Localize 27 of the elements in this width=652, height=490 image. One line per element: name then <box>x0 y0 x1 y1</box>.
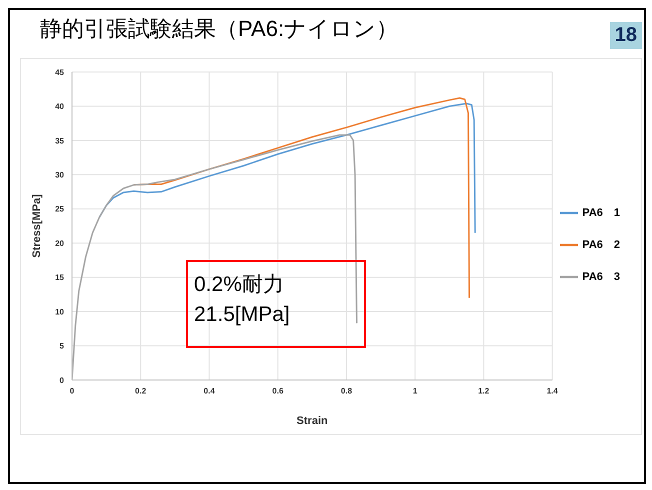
y-axis-title: Stress[MPa] <box>30 194 43 258</box>
x-tick-label: 0.4 <box>204 386 216 396</box>
y-tick-label: 25 <box>55 204 65 214</box>
x-tick-label: 0.8 <box>340 386 353 396</box>
y-tick-label: 15 <box>55 273 65 282</box>
x-tick-label: 1.4 <box>546 386 558 396</box>
text: 18 <box>610 22 642 49</box>
legend-label: PA6 2 <box>582 239 620 251</box>
line-series <box>72 134 358 380</box>
legend-label: PA6 3 <box>582 271 620 283</box>
legend-label: PA6 1 <box>582 207 620 219</box>
x-tick-label: 0.6 <box>272 386 284 396</box>
y-tick-label: 30 <box>55 170 65 180</box>
y-tick-label: 40 <box>55 102 65 112</box>
y-tick-label: 45 <box>55 68 65 77</box>
annotation: 0.2%耐力 21.5[MPa] <box>194 272 291 328</box>
x-tick-label: 1.2 <box>478 386 490 396</box>
x-tick-label: 0 <box>70 386 75 396</box>
y-tick-label: 0 <box>60 376 65 385</box>
y-tick-label: 10 <box>55 307 65 316</box>
y-tick-label: 5 <box>60 342 65 351</box>
y-tick-label: 35 <box>55 136 65 146</box>
x-axis-title: Strain <box>296 415 328 427</box>
y-tick-label: 20 <box>55 238 65 248</box>
x-tick-label: 1 <box>412 386 418 396</box>
x-tick-label: 0.2 <box>135 386 147 396</box>
chart-title: 静的引張試験結果（PA6:ナイロン） <box>40 15 398 43</box>
